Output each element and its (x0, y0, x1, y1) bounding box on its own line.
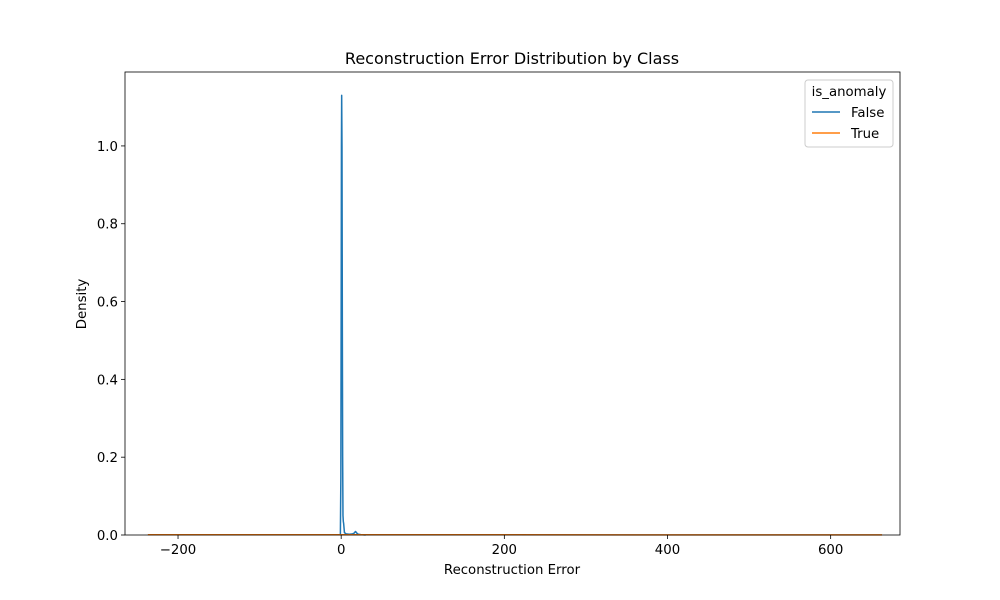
legend: is_anomaly False True (804, 79, 894, 148)
x-tick-label: 200 (492, 543, 517, 558)
plot-background (125, 72, 900, 535)
plot-area (124, 71, 901, 536)
plot-frame (124, 71, 901, 536)
x-tick-label: −200 (160, 543, 197, 558)
chart-title: Reconstruction Error Distribution by Cla… (345, 49, 679, 68)
x-axis: −200 0 200 400 600 (160, 535, 843, 558)
legend-box (804, 79, 894, 148)
x-tick-label: 400 (655, 543, 680, 558)
y-axis-label: Density (75, 279, 90, 330)
x-axis-label: Reconstruction Error (444, 563, 581, 578)
y-tick-label: 0.0 (97, 529, 118, 544)
y-tick-label: 0.2 (97, 451, 118, 466)
x-tick-label: 600 (818, 543, 843, 558)
x-tick-label: 0 (337, 543, 345, 558)
y-tick-label: 0.4 (97, 373, 118, 388)
legend-title: is_anomaly (812, 85, 887, 100)
y-tick-label: 1.0 (97, 140, 118, 155)
y-tick-label: 0.6 (97, 296, 118, 311)
y-axis: 0.0 0.2 0.4 0.6 0.8 1.0 (97, 140, 125, 544)
series-line-false (339, 94, 366, 536)
legend-label-false: False (851, 106, 884, 121)
y-tick-label: 0.8 (97, 218, 118, 233)
legend-label-true: True (850, 127, 879, 142)
